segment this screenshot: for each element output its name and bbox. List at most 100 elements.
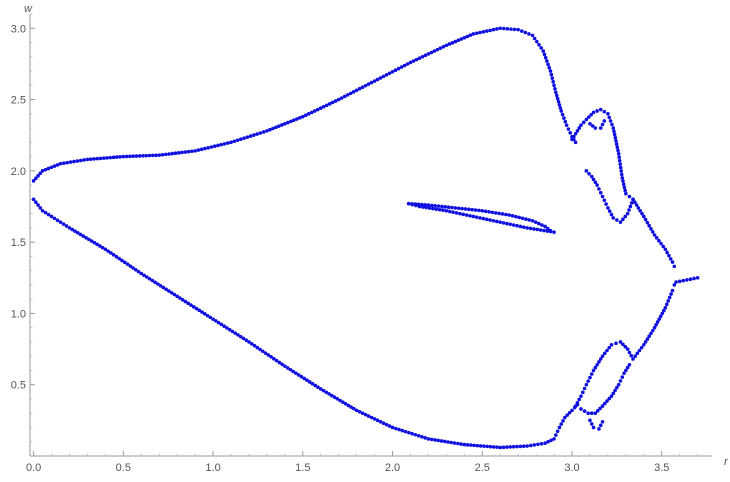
data-point (55, 218, 60, 223)
data-point (277, 360, 282, 365)
data-point (573, 131, 578, 136)
data-point (449, 440, 454, 445)
data-point (552, 230, 556, 234)
data-point (335, 397, 340, 401)
data-point (598, 126, 603, 130)
data-point (685, 278, 689, 282)
data-point (141, 154, 145, 158)
data-point (622, 371, 626, 376)
data-point (595, 183, 599, 187)
data-point (545, 59, 549, 63)
data-point (618, 379, 623, 383)
data-point (621, 342, 625, 347)
data-point (559, 109, 564, 113)
data-point (450, 41, 455, 45)
data-point (692, 276, 696, 281)
data-point (128, 264, 133, 268)
data-point (252, 133, 256, 137)
data-point (611, 216, 616, 220)
data-point (602, 109, 607, 114)
data-point (299, 374, 304, 379)
data-point (481, 30, 486, 34)
data-point (654, 323, 658, 327)
data-point (645, 337, 650, 341)
data-point (480, 208, 485, 213)
data-point (570, 408, 574, 413)
data-point (120, 258, 124, 263)
data-point (381, 74, 386, 79)
data-point (277, 124, 281, 128)
data-point (177, 151, 181, 155)
data-point (360, 85, 365, 89)
data-point (600, 122, 605, 127)
data-point (407, 430, 411, 435)
data-point (670, 288, 675, 293)
data-point (438, 46, 443, 51)
data-point (567, 410, 572, 415)
data-point (156, 282, 160, 286)
data-point (552, 83, 556, 88)
data-point (550, 76, 555, 80)
data-point (562, 116, 566, 120)
data-point (310, 381, 315, 386)
data-point (501, 221, 506, 225)
data-point (193, 149, 197, 153)
data-point (462, 35, 467, 40)
data-point (147, 153, 152, 158)
data-point (274, 125, 278, 130)
data-point (108, 155, 113, 160)
data-point (263, 351, 268, 355)
data-point (327, 392, 331, 396)
data-point (136, 269, 141, 274)
data-point (451, 210, 455, 214)
data-point (269, 355, 273, 359)
data-point (493, 211, 498, 215)
data-point (510, 214, 515, 218)
data-point (500, 212, 505, 216)
data-point (620, 375, 625, 379)
data-point (615, 218, 619, 222)
data-point (688, 277, 693, 282)
data-point (427, 206, 432, 210)
data-point (387, 424, 392, 428)
data-point (593, 411, 598, 416)
data-point (582, 409, 587, 413)
data-point (528, 443, 533, 448)
data-point (600, 419, 605, 424)
data-point (618, 162, 623, 166)
data-point (354, 88, 359, 93)
data-point (501, 445, 506, 450)
data-point (616, 382, 621, 387)
data-point (568, 131, 573, 135)
data-point (645, 220, 650, 225)
data-point (43, 210, 48, 215)
data-point (157, 153, 162, 157)
data-point (515, 223, 519, 228)
data-point (477, 208, 481, 213)
data-point (614, 139, 618, 143)
data-point (406, 201, 411, 206)
data-point (197, 308, 202, 313)
data-point (640, 211, 644, 216)
data-point (536, 442, 540, 447)
data-point (622, 185, 627, 190)
data-point (579, 407, 583, 411)
data-point (463, 207, 468, 211)
data-point (452, 441, 457, 445)
data-point (227, 327, 232, 332)
data-point (144, 275, 149, 279)
y-tick-label: 1.0 (11, 308, 26, 320)
data-point (285, 366, 290, 370)
data-point (511, 444, 516, 449)
data-point (471, 214, 476, 219)
data-point (586, 379, 590, 383)
data-point (657, 238, 661, 243)
data-point (236, 333, 240, 337)
data-point (643, 217, 648, 222)
data-point (570, 137, 574, 142)
data-point (610, 122, 614, 127)
y-tick-label: 1.5 (11, 237, 26, 249)
data-point (614, 341, 618, 346)
data-point (258, 131, 263, 135)
data-point (58, 161, 63, 166)
